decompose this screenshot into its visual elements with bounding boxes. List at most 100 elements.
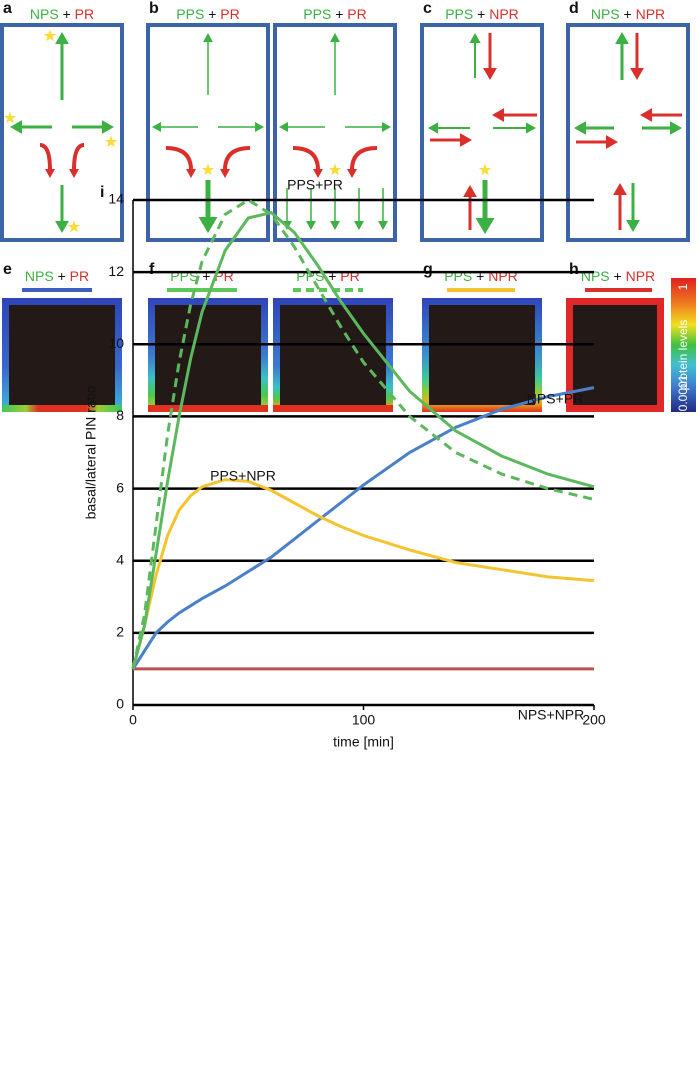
arrow-head	[313, 169, 323, 178]
arrow-head	[203, 33, 213, 42]
cell-box	[420, 23, 544, 242]
panel-letter: g	[423, 261, 433, 278]
series-line	[131, 210, 595, 670]
colorbar-labels: 1 protein levels 0.0001	[676, 283, 690, 411]
panel-title: PPS + NPR	[445, 6, 519, 22]
title-part: NPS	[30, 6, 59, 22]
arrow-head	[460, 133, 472, 147]
arrow-head	[475, 218, 495, 234]
y-tick-label: 12	[108, 263, 124, 279]
arrow-head	[483, 68, 497, 80]
star	[67, 220, 81, 233]
panel-letter: i	[100, 184, 104, 201]
arrow-head	[152, 122, 161, 132]
star	[328, 163, 342, 176]
title-part: +	[624, 6, 632, 22]
panel-title: NPS + NPR	[591, 6, 665, 22]
x-tick-label: 200	[582, 712, 606, 728]
title-part: PR	[220, 6, 239, 22]
arrow-head	[526, 122, 536, 134]
y-tick-label: 14	[108, 191, 124, 207]
star	[104, 135, 118, 148]
arrow-head	[102, 120, 114, 134]
heatmap-core	[280, 305, 386, 405]
panel-letter: b	[149, 0, 159, 17]
series-label: NPS+NPR	[518, 707, 585, 723]
title-part: NPR	[626, 268, 656, 284]
y-tick-label: 10	[108, 335, 124, 351]
series-label: PPS+PR	[287, 177, 343, 193]
colorbar	[671, 278, 696, 412]
arrow-head	[347, 169, 357, 178]
title-part: PPS	[170, 268, 198, 284]
title-part: PPS	[444, 268, 472, 284]
panel-title: NPS + NPR	[581, 268, 655, 284]
title-part: +	[58, 268, 66, 284]
arrow-head	[378, 221, 388, 230]
arrow	[292, 146, 320, 171]
colorbar-min: 0.0001	[676, 374, 690, 411]
arrow-head	[306, 221, 316, 230]
arrow-head	[613, 183, 627, 195]
series-line	[131, 478, 595, 670]
panel-letter: d	[569, 0, 579, 17]
arrow-head	[626, 220, 640, 232]
star	[478, 163, 492, 176]
title-part: NPR	[488, 268, 518, 284]
x-tick-label: 0	[129, 712, 137, 728]
arrow-head	[198, 217, 218, 233]
heatmap-core	[429, 305, 535, 405]
panel-letter: c	[423, 0, 432, 17]
panel-title: NPS + PR	[30, 6, 94, 22]
y-tick-label: 4	[116, 551, 124, 567]
arrow-head	[279, 122, 288, 132]
heatmap-core	[155, 305, 261, 405]
panel-title: PPS + NPR	[444, 268, 518, 284]
arrow-head	[574, 121, 586, 135]
arrow	[39, 143, 52, 171]
title-part: NPS	[25, 268, 54, 284]
title-part: PR	[75, 6, 94, 22]
heatmap-edge	[2, 405, 122, 412]
heatmap-edge	[273, 405, 393, 412]
arrow	[350, 146, 378, 171]
title-part: +	[476, 268, 484, 284]
arrow-head	[354, 221, 364, 230]
arrow-head	[469, 33, 481, 43]
heatmap-core	[9, 305, 115, 405]
arrow-head	[55, 221, 69, 233]
arrow-head	[463, 185, 477, 197]
arrow-head	[630, 68, 644, 80]
heatmap-edge	[148, 405, 268, 412]
title-part: PPS	[445, 6, 473, 22]
y-tick-label: 0	[116, 696, 124, 712]
arrow-head	[330, 221, 340, 230]
arrow	[223, 146, 251, 171]
star	[43, 29, 57, 42]
title-part: PPS	[176, 6, 204, 22]
arrow-head	[45, 169, 55, 178]
series-label: PPS+NPR	[210, 468, 276, 484]
title-part: PR	[340, 268, 359, 284]
title-part: PPS	[303, 6, 331, 22]
panel-letter: a	[3, 0, 12, 17]
colorbar-max: 1	[676, 283, 690, 290]
title-part: NPS	[591, 6, 620, 22]
title-part: PR	[347, 6, 366, 22]
y-axis-label: basal/lateral PIN ratio	[83, 385, 99, 519]
title-part: +	[328, 268, 336, 284]
arrow-head	[640, 108, 652, 122]
arrow-head	[428, 122, 438, 134]
arrow	[165, 146, 193, 171]
panel-letter: f	[149, 261, 155, 278]
cell-box	[566, 23, 690, 242]
series-line	[131, 386, 595, 670]
title-part: NPR	[636, 6, 666, 22]
arrow-head	[615, 32, 629, 44]
colorbar-title: protein levels	[676, 320, 690, 391]
y-tick-label: 2	[116, 624, 124, 640]
title-part: +	[335, 6, 343, 22]
y-tick-label: 6	[116, 479, 124, 495]
arrow-head	[382, 122, 391, 132]
